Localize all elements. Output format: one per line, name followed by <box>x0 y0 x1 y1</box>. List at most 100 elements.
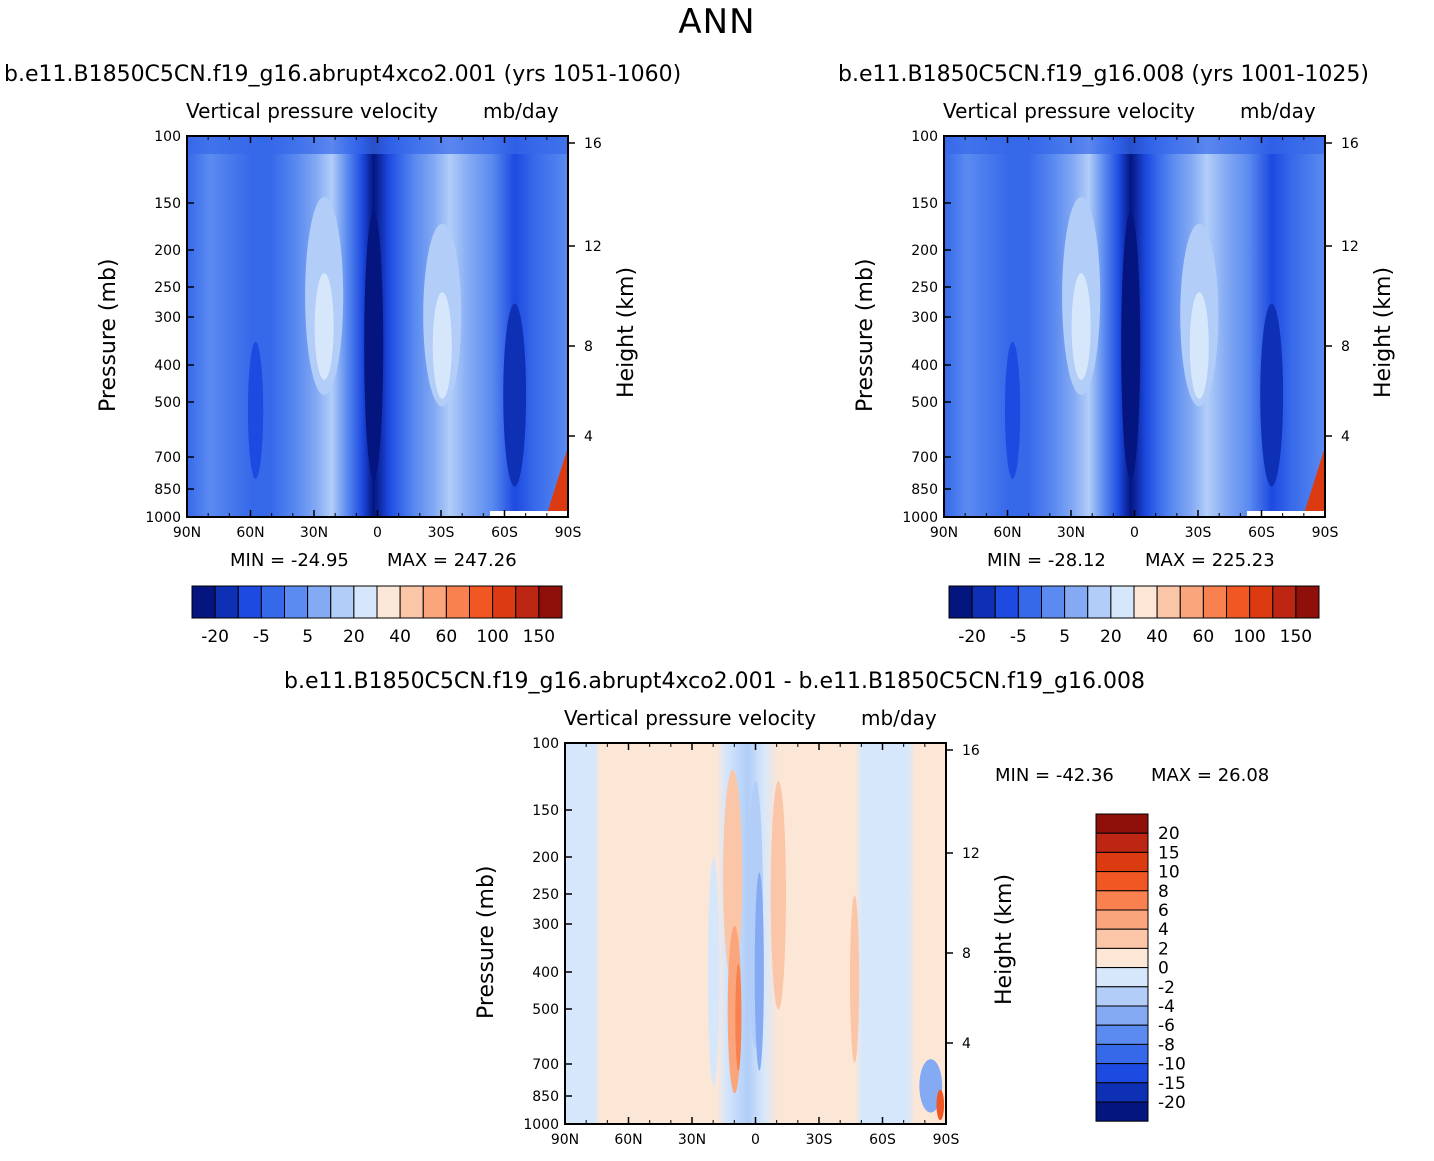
cb-left-label: 40 <box>389 627 411 647</box>
cb-left-label: 150 <box>523 627 555 647</box>
plot-right-contour-blob-3 <box>1189 292 1209 399</box>
plot-left-xtick-label: 90N <box>173 525 201 541</box>
cb-diff-swatch <box>1095 1005 1149 1026</box>
plot-diff-contour-blob-6 <box>849 895 860 1064</box>
cb-left-swatch <box>515 585 540 619</box>
plot-diff-ytick-label: 150 <box>532 803 559 819</box>
diff-max-label: MAX = 26.08 <box>1151 765 1270 786</box>
plot-right-surface-maximum <box>1303 447 1325 517</box>
plot-right-ytick-label: 400 <box>911 358 938 374</box>
right-colorbar: -20 -5 5 20 40 60 100 150 <box>948 585 1320 647</box>
plot-right-missing-data <box>1247 511 1325 517</box>
cb-right-swatch <box>1295 585 1320 619</box>
plot-diff-y2tick-label: 4 <box>962 1036 971 1052</box>
plot-right-xtick-label: 60S <box>1248 525 1275 541</box>
plot-diff-xtick-label: 0 <box>751 1132 760 1148</box>
plot-right-y2tick-label: 8 <box>1341 339 1350 355</box>
plot-diff-contour-blob-2 <box>735 963 742 1071</box>
cb-left-swatch <box>237 585 262 619</box>
cb-left-swatch <box>330 585 355 619</box>
plot-right-contour-blob-6 <box>1004 341 1021 479</box>
cb-right-swatch <box>948 585 973 619</box>
right-plot-title: Vertical pressure velocity <box>943 99 1196 123</box>
cb-right-swatch <box>1249 585 1274 619</box>
plot-left-ytick-label: 850 <box>154 482 181 498</box>
cb-left-swatch <box>353 585 378 619</box>
plot-right-y2tick-label: 4 <box>1341 429 1350 445</box>
cb-diff-label: -4 <box>1158 997 1175 1017</box>
plot-right-top-band <box>944 136 1325 154</box>
cb-left-swatch <box>399 585 424 619</box>
left-colorbar: -20 -5 5 20 40 60 100 150 <box>191 585 563 647</box>
right-contour-plot: 90N 60N 30N 0 30S 60S 90S 100 150 200 250 300 400 500… <box>902 129 1359 541</box>
plot-right-xtick-label: 30N <box>1057 525 1085 541</box>
cb-diff-swatch <box>1095 928 1149 949</box>
cb-left-swatch <box>492 585 517 619</box>
plot-left-ytick-label: 250 <box>154 280 181 296</box>
right-min-label: MIN = -28.12 <box>987 550 1106 571</box>
plot-diff-xtick-label: 90S <box>933 1132 960 1148</box>
diff-plot-title: Vertical pressure velocity <box>564 706 817 730</box>
plot-diff-ytick-label: 400 <box>532 965 559 981</box>
cb-diff-label: -8 <box>1158 1035 1175 1055</box>
cb-diff-label: 2 <box>1158 939 1169 959</box>
plot-left-xtick-label: 60N <box>236 525 264 541</box>
plot-diff-ytick-label: 250 <box>532 887 559 903</box>
cb-right-swatch <box>1133 585 1158 619</box>
cb-right-swatch <box>1156 585 1181 619</box>
cb-left-label: 60 <box>436 627 458 647</box>
cb-diff-label: 8 <box>1158 882 1169 902</box>
plot-diff-contour-blob-8 <box>919 1059 943 1113</box>
plot-left-top-band <box>187 136 568 154</box>
cb-right-swatch <box>1179 585 1204 619</box>
cb-right-swatch <box>1110 585 1135 619</box>
right-ylabel: Pressure (mb) <box>853 258 878 413</box>
plot-diff-ytick-label: 850 <box>532 1089 559 1105</box>
cb-left-swatch <box>422 585 447 619</box>
plot-right-xtick-label: 30S <box>1185 525 1212 541</box>
plot-right-ytick-label: 150 <box>911 196 938 212</box>
plot-left-xtick-label: 30S <box>428 525 455 541</box>
left-units: mb/day <box>483 99 559 123</box>
cb-right-swatch <box>1202 585 1227 619</box>
plot-left-field <box>187 136 568 517</box>
left-ylabel: Pressure (mb) <box>96 258 121 413</box>
cb-left-swatch <box>538 585 563 619</box>
cb-left-swatch <box>376 585 401 619</box>
left-contour-plot: 90N 60N 30N 0 30S 60S 90S 100 150 200 250 300 400 500… <box>145 129 602 541</box>
plot-diff-ytick-label: 100 <box>532 736 559 752</box>
plot-diff-ytick-label: 300 <box>532 917 559 933</box>
plot-diff-field <box>565 743 946 1124</box>
cb-diff-label: -15 <box>1158 1074 1186 1094</box>
cb-left-swatch <box>284 585 309 619</box>
cb-diff-label: 0 <box>1158 959 1169 979</box>
plot-diff-xtick-label: 60S <box>869 1132 896 1148</box>
plot-diff-y2tick-label: 12 <box>962 846 980 862</box>
cb-diff-label: -20 <box>1158 1093 1186 1113</box>
plot-left-ytick-label: 500 <box>154 395 181 411</box>
cb-diff-swatch <box>1095 1043 1149 1065</box>
cb-diff-swatch <box>1095 871 1149 892</box>
plot-left-missing-data <box>490 511 568 517</box>
cb-left-swatch <box>214 585 239 619</box>
cb-left-swatch <box>445 585 470 619</box>
plot-left-contour-blob-1 <box>314 273 334 380</box>
plot-left-surface-maximum <box>546 447 568 517</box>
left-min-label: MIN = -24.95 <box>230 550 349 571</box>
cb-diff-swatch <box>1095 1063 1149 1084</box>
diff-units: mb/day <box>861 706 937 730</box>
plot-left-y2tick-label: 12 <box>584 239 602 255</box>
plot-diff-contour-blob-4 <box>754 872 764 1071</box>
plot-left-ytick-label: 150 <box>154 196 181 212</box>
plot-right-contour-blob-1 <box>1071 273 1091 380</box>
plot-left-y2tick-label: 8 <box>584 339 593 355</box>
plot-diff-contour-blob-5 <box>770 781 786 1010</box>
cb-diff-swatch <box>1095 832 1149 853</box>
plot-diff-xtick-label: 30S <box>806 1132 833 1148</box>
plot-diff-y2tick-label: 16 <box>962 743 980 759</box>
cb-right-label: 150 <box>1280 627 1312 647</box>
cb-right-label: 60 <box>1193 627 1215 647</box>
page-title: ANN <box>678 2 756 42</box>
cb-diff-swatch <box>1095 1024 1149 1045</box>
